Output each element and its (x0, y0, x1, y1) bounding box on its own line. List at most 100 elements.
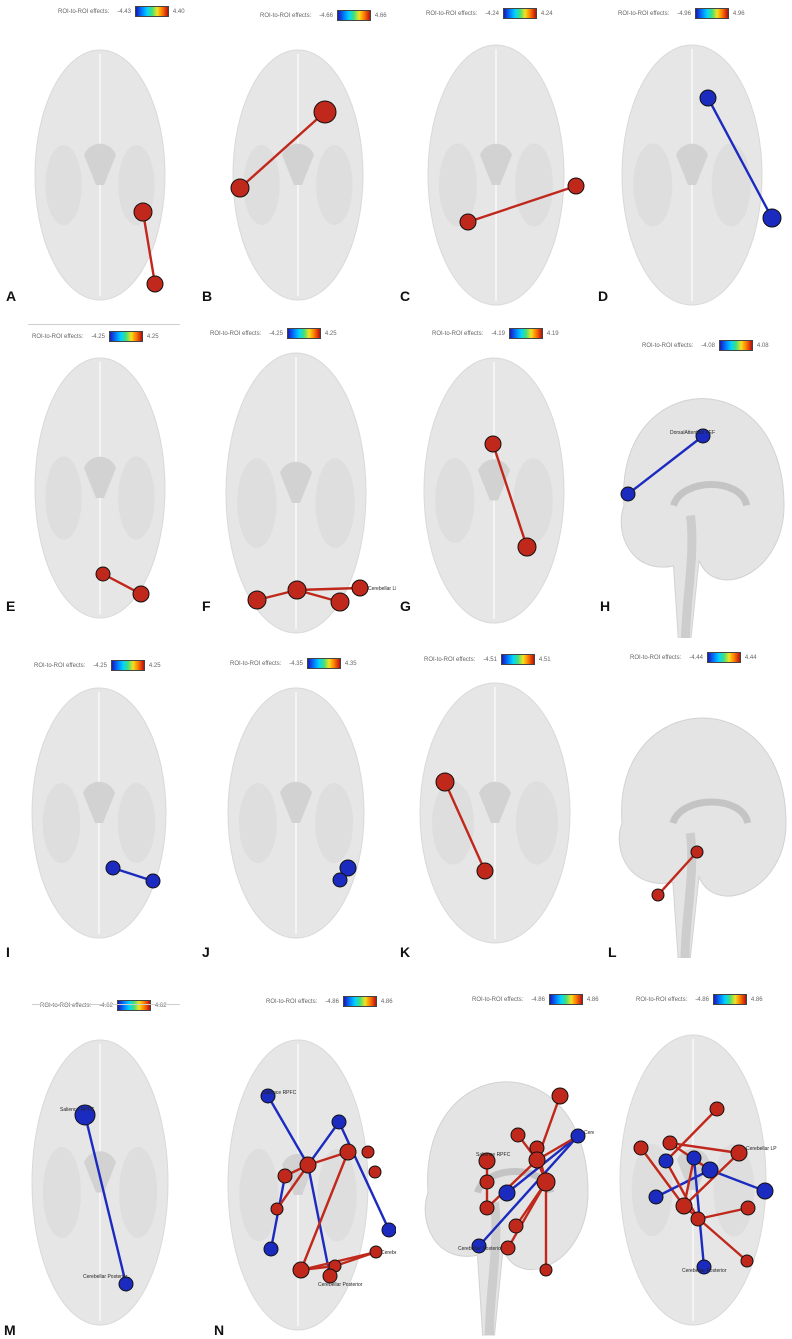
roi-label: Cerebellar LP (746, 1146, 777, 1152)
colorbar-min: -4.35 (289, 660, 303, 667)
colorbar-gradient (706, 652, 741, 663)
roi-node (500, 1240, 516, 1256)
connectome (34, 49, 166, 301)
roi-node (105, 860, 121, 876)
roi-label: Cerebellar Posterior (682, 1268, 727, 1274)
connectome (31, 687, 167, 939)
roi-node (699, 89, 717, 107)
colorbar-min: -4.86 (325, 998, 339, 1005)
roi-node (277, 1168, 293, 1184)
roi-node (690, 1211, 706, 1227)
panel-K: ROI-to-ROI effects: -4.51 4.51 K (396, 648, 594, 960)
panel-label: F (202, 598, 211, 614)
colorbar-max: 4.51 (538, 656, 551, 663)
connection-edge (337, 1120, 391, 1232)
temporal-lobe-left (45, 456, 82, 540)
colorbar: ROI-to-ROI effects: -4.43 4.40 (58, 6, 185, 17)
connection-edge (639, 1146, 686, 1208)
temporal-lobe-right (513, 458, 553, 543)
colorbar: ROI-to-ROI effects: -4.96 4.96 (618, 8, 745, 19)
corpus-callosum (670, 481, 751, 507)
roi-label: Cerebellar Posterior (318, 1282, 363, 1288)
panel-label: A (6, 288, 17, 304)
connection-edge (295, 586, 362, 592)
colorbar-max: 4.44 (744, 654, 757, 661)
colorbar-gradient (134, 6, 169, 17)
colorbar-title: ROI-to-ROI effects: (32, 333, 84, 340)
brain-sagittal-outline (620, 398, 785, 638)
roi-node (536, 1172, 556, 1192)
colorbar: ROI-to-ROI effects: -4.25 4.25 (210, 328, 337, 339)
roi-node (299, 1156, 317, 1174)
connectome (427, 44, 585, 306)
temporal-lobe-left (237, 458, 277, 548)
roi-node (287, 580, 307, 600)
colorbar-min: -4.51 (483, 656, 497, 663)
colorbar-title: ROI-to-ROI effects: (230, 660, 282, 667)
panel-J: ROI-to-ROI effects: -4.35 4.35 J (198, 648, 396, 960)
colorbar: ROI-to-ROI effects: -4.25 4.25 (32, 331, 159, 342)
roi-node (478, 1152, 496, 1170)
colorbar-title: ROI-to-ROI effects: (426, 10, 478, 17)
roi-node (484, 435, 502, 453)
ventricles (84, 456, 116, 498)
roi-node (709, 1101, 725, 1117)
connection-edge (485, 1158, 539, 1210)
colorbar-max: 4.96 (732, 10, 745, 17)
roi-node (517, 537, 537, 557)
connection-edge (682, 1151, 741, 1208)
connectome (227, 687, 365, 939)
separator-rule-e (28, 324, 180, 325)
temporal-lobe-left (239, 1148, 279, 1242)
colorbar-gradient (712, 994, 747, 1005)
connectome: Salience RPFC Cerebellar LP Cerebellar Pos… (227, 1039, 396, 1331)
ventricles (280, 781, 312, 823)
colorbar-gradient (306, 658, 341, 669)
colorbar-title: ROI-to-ROI effects: (432, 330, 484, 337)
roi-node (539, 1263, 553, 1277)
panel-label: I (6, 944, 10, 960)
connectome: Salience RPFC Cerebellar Posterior (31, 1039, 169, 1326)
colorbar-max: 4.86 (750, 996, 763, 1003)
panel-label: B (202, 288, 213, 304)
roi-label: Cerebellar Posterior (458, 1246, 503, 1252)
roi-node (247, 590, 267, 610)
roi-label: Cerebellar LP (584, 1130, 594, 1136)
panel-N: ROI-to-ROI effects: -4.86 4.86 N Salience RP… (198, 990, 396, 1339)
panel-A: ROI-to-ROI effects: -4.43 4.40 A (0, 0, 198, 310)
ventricles (282, 143, 314, 185)
colorbar-gradient (286, 328, 321, 339)
roi-node (648, 1189, 664, 1205)
roi-node (313, 100, 337, 124)
panel-E: ROI-to-ROI effects: -4.25 4.25 E (0, 318, 198, 638)
roi-node (651, 888, 665, 902)
roi-node (498, 1184, 516, 1202)
roi-node (690, 845, 704, 859)
roi-node (675, 1197, 693, 1215)
colorbar-min: -4.44 (689, 654, 703, 661)
roi-node (479, 1200, 495, 1216)
roi-node (146, 275, 164, 293)
roi-node (331, 1114, 347, 1130)
connectome (423, 357, 565, 624)
colorbar-min: -4.25 (269, 330, 283, 337)
temporal-lobe-right (515, 143, 554, 227)
temporal-lobe-left (432, 781, 474, 865)
panel-G: ROI-to-ROI effects: -4.19 4.19 G (396, 318, 594, 638)
colorbar: ROI-to-ROI effects: -4.35 4.35 (230, 658, 357, 669)
colorbar-title: ROI-to-ROI effects: (424, 656, 476, 663)
roi-node (95, 566, 111, 582)
connection-edge (664, 1107, 719, 1163)
roi-node (133, 202, 153, 222)
roi-node (132, 585, 150, 603)
temporal-lobe-right (119, 1146, 158, 1239)
colorbar: ROI-to-ROI effects: -4.19 4.19 (432, 328, 559, 339)
roi-label: DorsalAttention FEF (670, 430, 715, 436)
panel-I: ROI-to-ROI effects: -4.25 4.25 I (0, 648, 198, 960)
roi-node (369, 1245, 383, 1259)
roi-node (570, 1128, 586, 1144)
roi-node (351, 579, 369, 597)
ventricles (280, 461, 312, 503)
connection-edge (656, 850, 699, 897)
roi-node (260, 1088, 276, 1104)
